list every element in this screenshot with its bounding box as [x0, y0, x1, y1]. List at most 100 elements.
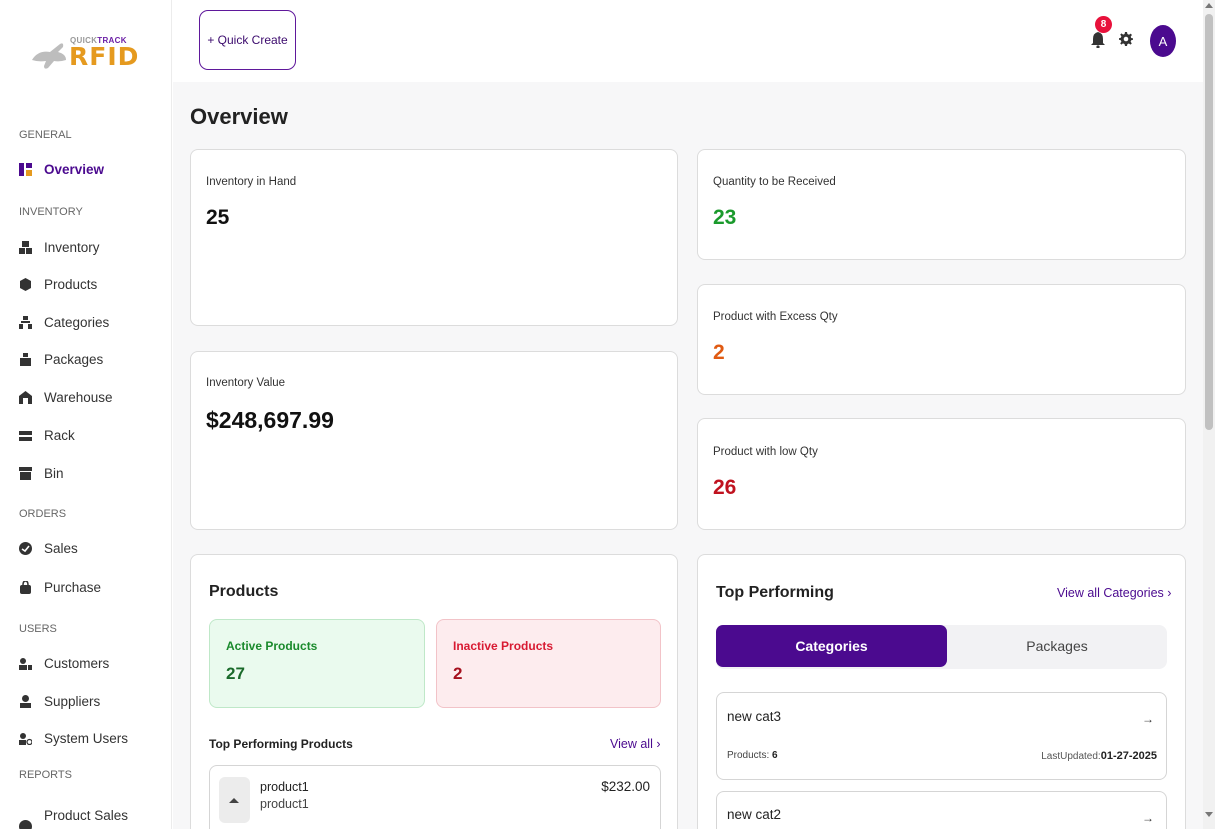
sidebar-item-categories[interactable]: Categories	[19, 315, 109, 330]
customers-icon	[19, 657, 32, 670]
category-products: Products: 6	[727, 750, 778, 761]
brand-small: QUICKTRACK	[70, 36, 127, 45]
inactive-products-label: Inactive Products	[453, 639, 554, 653]
sidebar-item-label: System Users	[44, 731, 129, 746]
top-performing-products-title: Top Performing Products	[209, 737, 353, 751]
product-name: product1	[260, 780, 309, 794]
sidebar-item-inventory[interactable]: Inventory	[19, 240, 100, 255]
category-name: new cat3	[727, 709, 782, 724]
low-qty-card: Product with low Qty 26	[697, 418, 1186, 530]
sidebar-item-label: Packages	[44, 352, 104, 367]
card-label: Inventory Value	[206, 377, 286, 389]
view-all-categories-link[interactable]: View all Categories ›	[1057, 586, 1172, 600]
inventory-value-card: Inventory Value $248,697.99	[190, 351, 678, 530]
sidebar-item-label: Categories	[44, 315, 110, 330]
page-scrollbar[interactable]	[1203, 0, 1215, 829]
brand-logo[interactable]: QUICKTRACK RFID	[30, 36, 140, 76]
active-products-value: 27	[226, 664, 245, 683]
product-list-item[interactable]: product1 product1 $232.00	[209, 765, 661, 829]
sidebar-item-product-sales[interactable]: Product Sales	[19, 808, 128, 829]
top-bar: + Quick Create 8 A	[173, 0, 1203, 82]
sidebar-item-label: Sales	[44, 541, 78, 556]
section-inventory: INVENTORY	[19, 206, 83, 218]
inactive-products-box[interactable]: Inactive Products 2	[436, 619, 661, 708]
section-users: USERS	[19, 623, 57, 635]
qty-to-receive-card: Quantity to be Received 23	[697, 149, 1186, 260]
tab-categories[interactable]: Categories	[716, 625, 947, 667]
brand-rfid: RFID	[69, 42, 140, 71]
category-row[interactable]: new cat2 →	[716, 791, 1167, 829]
main-content: Overview Inventory in Hand 25 Inventory …	[173, 82, 1203, 829]
packages-icon	[19, 353, 32, 366]
notification-badge: 8	[1095, 16, 1112, 33]
sidebar-item-bin[interactable]: Bin	[19, 466, 64, 481]
sales-icon	[19, 542, 32, 555]
card-label: Product with low Qty	[713, 446, 818, 458]
category-row[interactable]: new cat3 → Products: 6 LastUpdated:01-27…	[716, 692, 1167, 780]
scroll-up-icon[interactable]	[1205, 3, 1213, 8]
sidebar-item-sales[interactable]: Sales	[19, 541, 78, 556]
sidebar: QUICKTRACK RFID GENERAL Overview INVENTO…	[0, 0, 172, 829]
inventory-in-hand-card: Inventory in Hand 25	[190, 149, 678, 326]
sidebar-item-label: Purchase	[44, 580, 102, 595]
products-panel: Products Active Products 27 Inactive Pro…	[190, 554, 678, 829]
inactive-products-value: 2	[453, 664, 463, 683]
arrow-right-icon[interactable]: →	[1142, 811, 1154, 825]
bell-icon[interactable]	[1091, 32, 1105, 49]
bin-icon	[19, 467, 32, 480]
sidebar-item-label: Product Sales	[44, 808, 129, 823]
inventory-icon	[19, 241, 32, 254]
sidebar-item-customers[interactable]: Customers	[19, 656, 109, 671]
sidebar-item-rack[interactable]: Rack	[19, 428, 75, 443]
card-value: 2	[713, 341, 725, 364]
categories-icon	[19, 316, 32, 329]
sidebar-item-label: Suppliers	[44, 694, 101, 709]
card-label: Inventory in Hand	[206, 176, 297, 188]
category-name: new cat2	[727, 807, 782, 822]
scroll-down-icon[interactable]	[1205, 812, 1213, 817]
rabbit-logo-icon	[32, 43, 66, 69]
top-performing-panel: Top Performing View all Categories › Cat…	[697, 554, 1186, 829]
gear-icon[interactable]	[1119, 32, 1133, 46]
view-all-products-link[interactable]: View all ›	[610, 737, 661, 751]
sidebar-item-label: Customers	[44, 656, 110, 671]
card-label: Quantity to be Received	[713, 176, 836, 188]
quick-create-button[interactable]: + Quick Create	[199, 10, 296, 70]
arrow-right-icon[interactable]: →	[1142, 712, 1154, 726]
sidebar-item-label: Products	[44, 277, 98, 292]
sidebar-item-purchase[interactable]: Purchase	[19, 580, 101, 595]
tab-packages[interactable]: Packages	[1026, 638, 1088, 654]
card-value: 23	[713, 206, 737, 229]
sidebar-item-label: Overview	[44, 162, 105, 177]
sidebar-item-overview[interactable]: Overview	[19, 162, 104, 177]
sidebar-item-products[interactable]: Products	[19, 277, 97, 292]
section-orders: ORDERS	[19, 508, 67, 520]
sidebar-item-system-users[interactable]: System Users	[19, 731, 128, 746]
purchase-icon	[19, 580, 32, 594]
sidebar-item-label: Rack	[44, 428, 75, 443]
card-value: 26	[713, 476, 737, 499]
system-users-icon	[19, 732, 33, 746]
sidebar-item-warehouse[interactable]: Warehouse	[19, 390, 113, 405]
top-performing-title: Top Performing	[716, 584, 834, 601]
active-products-box[interactable]: Active Products 27	[209, 619, 425, 708]
product-price: $232.00	[601, 779, 650, 794]
tab-group: Categories Packages	[716, 625, 1167, 669]
page-title: Overview	[190, 104, 288, 129]
suppliers-icon	[19, 695, 32, 708]
sidebar-item-packages[interactable]: Packages	[19, 352, 103, 367]
product-thumbnail	[219, 777, 250, 823]
product-subtitle: product1	[260, 797, 309, 811]
sidebar-item-suppliers[interactable]: Suppliers	[19, 694, 100, 709]
excess-qty-card: Product with Excess Qty 2	[697, 284, 1186, 395]
user-avatar[interactable]: A	[1150, 25, 1176, 57]
scrollbar-thumb[interactable]	[1205, 14, 1213, 430]
overview-icon	[19, 163, 32, 176]
rack-icon	[19, 429, 32, 442]
warehouse-icon	[19, 391, 32, 404]
category-last-updated: LastUpdated:01-27-2025	[1041, 750, 1157, 762]
card-value: $248,697.99	[206, 407, 334, 433]
section-reports: REPORTS	[19, 769, 72, 781]
sidebar-item-label: Bin	[44, 466, 64, 481]
